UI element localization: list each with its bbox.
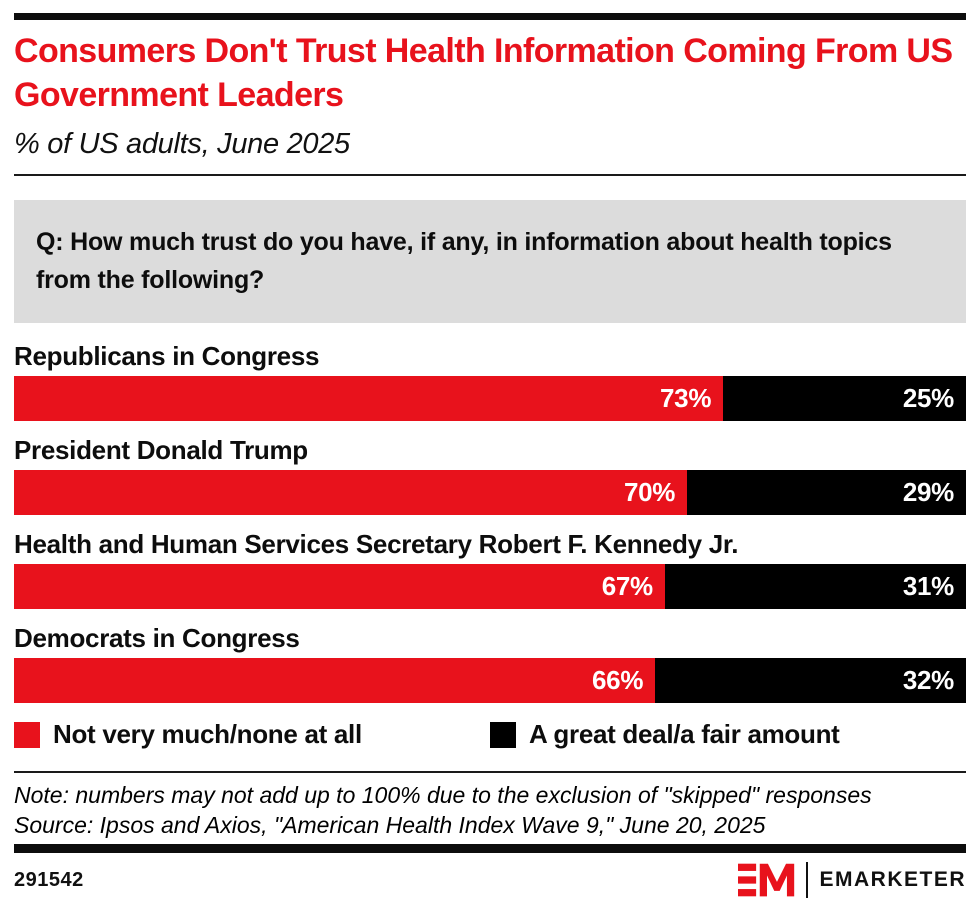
category-label: Health and Human Services Secretary Robe… bbox=[14, 529, 739, 560]
bar-value-label: 66% bbox=[592, 665, 644, 696]
bar-segment-great-deal: 29% bbox=[687, 470, 966, 516]
bar-segment-not-much: 70% bbox=[14, 470, 688, 516]
stacked-bar: 67% 31% bbox=[14, 564, 966, 610]
footer: 291542 EMARKETER bbox=[14, 862, 966, 898]
brand-name: EMARKETER bbox=[819, 868, 966, 892]
legend-item-not-much: Not very much/none at all bbox=[14, 719, 490, 750]
chart-row: President Donald Trump 70% 29% bbox=[14, 435, 966, 516]
bar-segment-not-much: 67% bbox=[14, 564, 665, 610]
page-subtitle: % of US adults, June 2025 bbox=[14, 128, 350, 161]
source-line: Source: Ipsos and Axios, "American Healt… bbox=[14, 812, 766, 839]
legend-label: A great deal/a fair amount bbox=[529, 719, 840, 750]
legend-item-great-deal: A great deal/a fair amount bbox=[490, 719, 966, 750]
bar-value-label: 70% bbox=[623, 477, 676, 508]
bar-value-label: 31% bbox=[902, 571, 954, 602]
bar-value-label: 67% bbox=[601, 571, 653, 602]
bar-value-label: 73% bbox=[660, 383, 712, 414]
divider-top bbox=[14, 174, 966, 177]
bar-value-label: 25% bbox=[902, 383, 954, 414]
chart-rows: Republicans in Congress 73% 25% President D… bbox=[14, 341, 966, 704]
footer-accent-bar bbox=[14, 844, 966, 854]
survey-question-box: Q: How much trust do you have, if any, i… bbox=[14, 200, 966, 324]
chart-row: Democrats in Congress 66% 32% bbox=[14, 623, 966, 704]
bar-segment-not-much: 66% bbox=[14, 658, 656, 704]
category-label: Republicans in Congress bbox=[14, 341, 320, 372]
bar-value-label: 32% bbox=[902, 665, 954, 696]
legend-swatch-black bbox=[490, 721, 516, 748]
brand-divider bbox=[806, 862, 809, 898]
stacked-bar: 70% 29% bbox=[14, 470, 966, 516]
notes-block: Note: numbers may not add up to 100% due… bbox=[14, 780, 966, 840]
top-accent-bar bbox=[14, 13, 966, 20]
bar-value-label: 29% bbox=[902, 477, 954, 508]
emarketer-monogram-icon bbox=[738, 864, 795, 897]
note-line: Note: numbers may not add up to 100% due… bbox=[14, 782, 872, 809]
category-label: Democrats in Congress bbox=[14, 623, 300, 654]
page-title: Consumers Don't Trust Health Information… bbox=[14, 32, 953, 115]
bar-segment-great-deal: 32% bbox=[655, 658, 966, 704]
chart-row: Republicans in Congress 73% 25% bbox=[14, 341, 966, 422]
legend-swatch-red bbox=[14, 721, 40, 748]
chart-id: 291542 bbox=[14, 868, 84, 891]
chart-legend: Not very much/none at all A great deal/a… bbox=[14, 719, 966, 750]
bar-segment-not-much: 73% bbox=[14, 376, 724, 422]
chart-row: Health and Human Services Secretary Robe… bbox=[14, 529, 966, 610]
legend-label: Not very much/none at all bbox=[53, 719, 362, 750]
divider-notes bbox=[14, 771, 966, 774]
bar-segment-great-deal: 25% bbox=[723, 376, 966, 422]
stacked-bar: 73% 25% bbox=[14, 376, 966, 422]
bar-segment-great-deal: 31% bbox=[664, 564, 966, 610]
stacked-bar: 66% 32% bbox=[14, 658, 966, 704]
brand-lockup: EMARKETER bbox=[738, 862, 966, 898]
category-label: President Donald Trump bbox=[14, 435, 308, 466]
